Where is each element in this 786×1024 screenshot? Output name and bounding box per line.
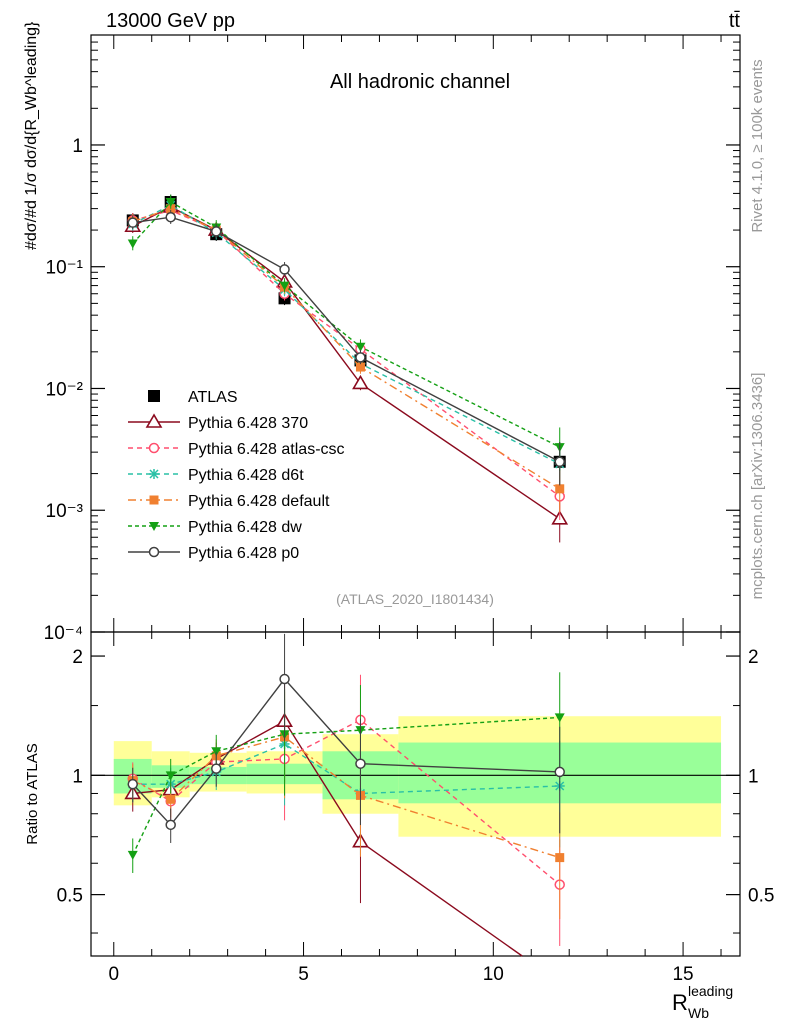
series-line [132, 207, 561, 490]
data-point [355, 342, 366, 352]
mcplots-label: mcplots.cern.ch [arXiv:1306.3436] [749, 373, 766, 600]
energy-label: 13000 GeV pp [106, 10, 235, 32]
series-pythia-6-428-p0 [127, 209, 565, 486]
legend-label: Pythia 6.428 dw [188, 519, 302, 536]
legend-marker [148, 390, 160, 402]
ratio-data-point [279, 673, 290, 685]
legend-marker [149, 495, 159, 505]
series-pythia-6-428-370 [124, 198, 569, 543]
ratio-data-point [165, 771, 176, 781]
x-tick-label: 10 [483, 964, 504, 985]
series-line [132, 209, 561, 497]
legend-label: Pythia 6.428 370 [188, 415, 308, 432]
ratio-series-line [132, 677, 560, 826]
data-point [355, 362, 365, 372]
series-pythia-6-428-default [128, 201, 565, 513]
legend-item: Pythia 6.428 atlas-csc [128, 441, 345, 458]
ratio-y-axis-label: Ratio to ATLAS [24, 743, 41, 844]
legend-item: Pythia 6.428 default [128, 493, 330, 510]
main-y-axis-label: #dσ/#d 1/σ dσ/d{R_Wb^leading} [23, 21, 40, 250]
analysis-watermark: (ATLAS_2020_I1801434) [336, 591, 494, 607]
x-tick-label: 15 [672, 964, 693, 985]
ratio-series-line [132, 736, 560, 859]
ratio-data-point [355, 758, 366, 769]
legend-marker [148, 546, 160, 558]
rivet-version-label: Rivet 4.1.0, ≥ 100k events [749, 59, 766, 232]
ratio-data-point [211, 747, 222, 757]
ratio-data-point [555, 853, 565, 863]
main-panel-frame [90, 34, 741, 633]
ratio-series-line [132, 720, 523, 957]
data-point [555, 484, 565, 494]
ratio-series-line [132, 743, 560, 795]
data-point [554, 456, 565, 468]
ratio-data-point [210, 763, 222, 774]
legend-label: Pythia 6.428 atlas-csc [188, 441, 345, 458]
svg-text:leading: leading [688, 983, 733, 999]
legend-label: Pythia 6.428 d6t [188, 467, 304, 484]
legend-marker [148, 442, 160, 454]
series-line [132, 204, 561, 465]
ratio-data-point [166, 794, 176, 804]
series-line [132, 201, 561, 448]
data-point [279, 264, 290, 275]
data-point [127, 217, 138, 228]
data-point [279, 281, 290, 291]
legend-item: Pythia 6.428 p0 [128, 545, 299, 562]
ratio-data-point [554, 713, 565, 723]
legend-marker [149, 522, 159, 531]
legend-label: Pythia 6.428 default [188, 493, 330, 510]
legend-item: Pythia 6.428 370 [128, 413, 308, 432]
ratio-y-tick-label-right: 0.5 [748, 886, 774, 907]
svg-text:#dσ/#d 1/σ dσ/d{R_Wb^leading}: #dσ/#d 1/σ dσ/d{R_Wb^leading} [23, 21, 40, 250]
main-y-tick-label: 10⁻⁴ [44, 623, 83, 644]
data-point [127, 239, 138, 249]
ratio-series-pythia-6-428-p0 [127, 633, 565, 843]
legend-label: ATLAS [188, 389, 238, 406]
data-point [165, 198, 176, 208]
legend-label: Pythia 6.428 p0 [188, 545, 299, 562]
star-marker-stroke [149, 469, 159, 479]
legend-item: Pythia 6.428 dw [128, 519, 302, 536]
ratio-y-tick-label: 2 [72, 647, 83, 668]
svg-text:Wb: Wb [688, 1005, 709, 1021]
legend-item: ATLAS [148, 389, 238, 406]
ratio-y-tick-label: 1 [72, 766, 83, 787]
main-y-tick-label: 10⁻² [46, 379, 84, 400]
x-tick-label: 5 [298, 964, 309, 985]
ratio-data-point [554, 766, 565, 778]
legend-marker [145, 413, 163, 428]
series-pythia-6-428-dw [127, 194, 565, 471]
legend-marker [149, 469, 159, 479]
series-line [132, 216, 561, 463]
ratio-series-line [132, 719, 561, 886]
data-point [355, 352, 366, 363]
data-point [165, 211, 176, 223]
x-tick-label: 0 [108, 964, 119, 985]
legend-item: Pythia 6.428 d6t [128, 467, 304, 484]
ratio-y-tick-label-right: 2 [748, 647, 759, 668]
data-point [352, 374, 369, 390]
ratio-series-line [132, 716, 560, 856]
ratio-y-tick-label-right: 1 [748, 766, 759, 787]
main-chart-title: All hadronic channel [330, 71, 510, 93]
data-point [210, 226, 222, 237]
ratio-panel-frame [90, 631, 741, 957]
svg-text:R: R [672, 990, 688, 1015]
main-y-tick-label: 10⁻¹ [46, 258, 84, 279]
main-y-tick-label: 1 [72, 136, 83, 157]
ratio-data-point [165, 819, 176, 831]
process-label: tt̄ [729, 10, 741, 32]
main-y-tick-label: 10⁻³ [46, 501, 84, 522]
ratio-data-point [127, 850, 138, 860]
ratio-data-point [127, 778, 138, 790]
legend: ATLAS Pythia 6.428 370 Pythia 6.428 atlas-… [128, 389, 345, 562]
ratio-y-tick-label: 0.5 [57, 886, 83, 907]
x-axis-label: R Wb leading [672, 983, 733, 1021]
